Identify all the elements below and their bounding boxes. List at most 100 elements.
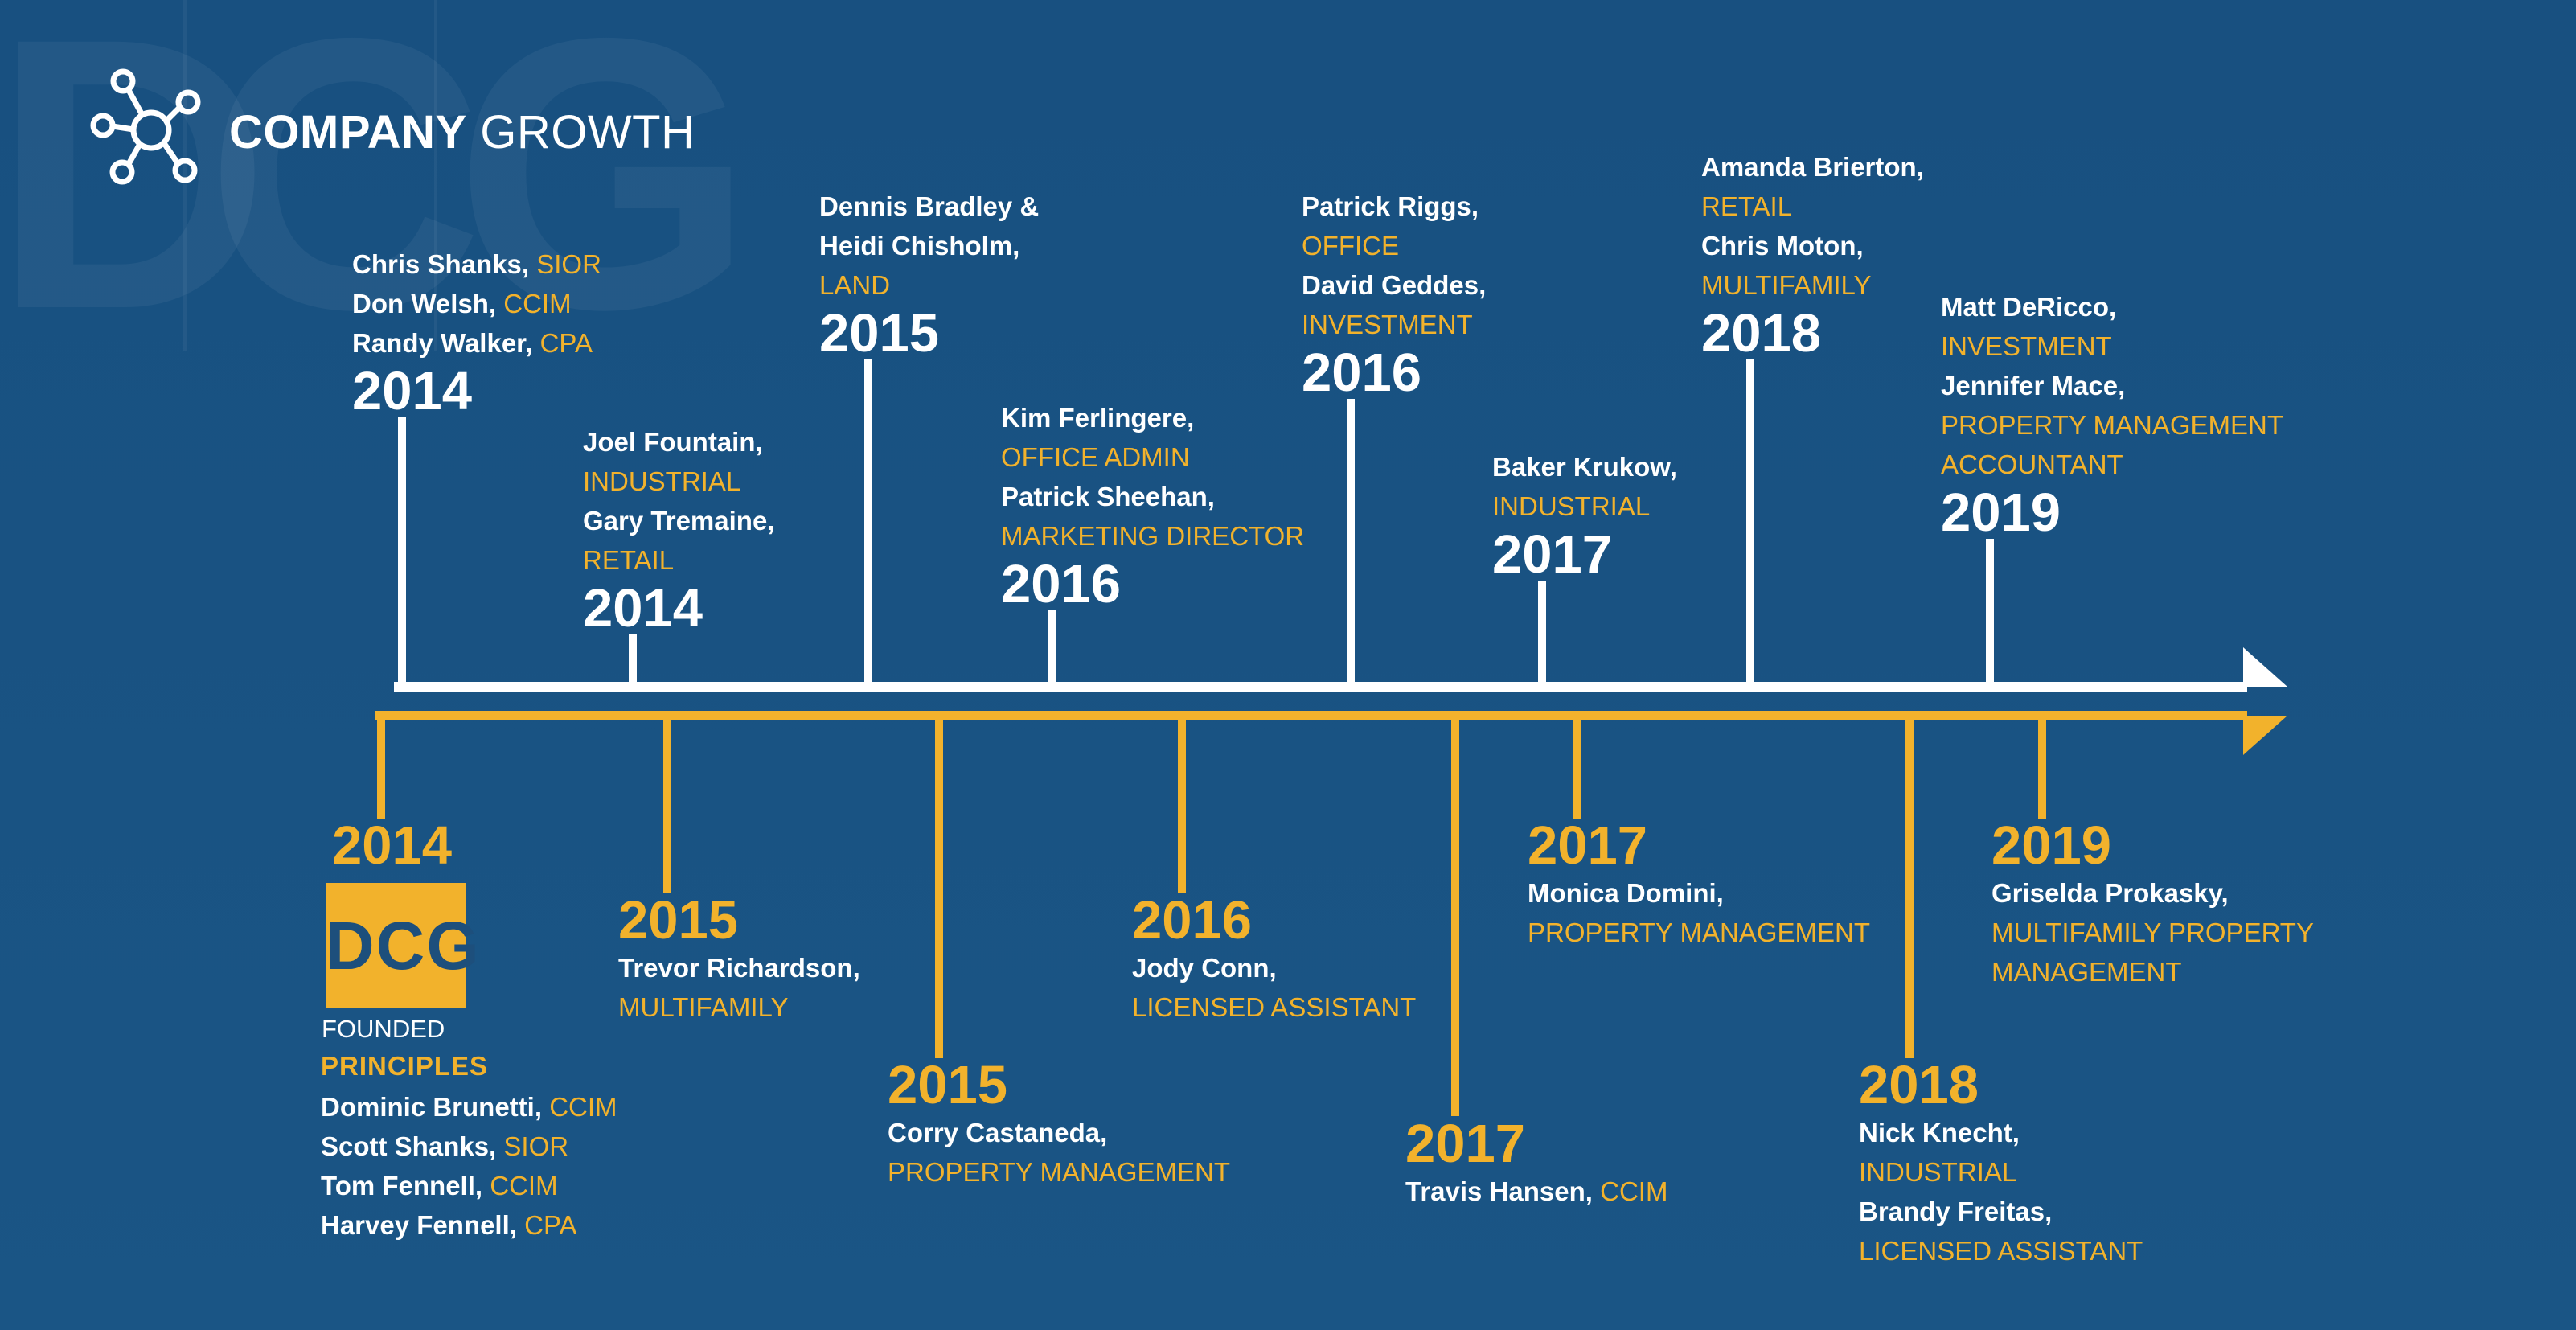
person-role: INDUSTRIAL <box>1859 1157 2017 1187</box>
person-role: INDUSTRIAL <box>1492 491 1651 521</box>
person-role: MULTIFAMILY <box>1701 270 1872 300</box>
person-role: RETAIL <box>583 545 675 575</box>
person-role: LICENSED ASSISTANT <box>1132 992 1417 1022</box>
person-role: CCIM <box>1600 1176 1668 1206</box>
person-name: Jody Conn, <box>1132 953 1277 983</box>
milestone-year: 2018 <box>1701 303 1822 363</box>
milestone-top: Amanda Brierton, RETAIL Chris Moton, MULTIF… <box>1701 147 1924 363</box>
person-role: MULTIFAMILY PROPERTY <box>1991 917 2314 947</box>
person-name: Randy Walker, <box>352 328 533 358</box>
person-line: Harvey Fennell, CPA <box>321 1205 617 1245</box>
milestone-top: Kim Ferlingere, OFFICE ADMIN Patrick Sheeh… <box>1001 398 1304 614</box>
milestone-year: 2015 <box>618 890 739 950</box>
milestone-bottom: Travis Hansen, CCIM <box>1405 1172 1667 1211</box>
person-name: Gary Tremaine, <box>583 506 775 536</box>
person-name: Nick Knecht, <box>1859 1118 2020 1147</box>
person-name: Griselda Prokasky, <box>1991 878 2229 908</box>
watermark-divider <box>434 0 437 351</box>
person-line: Don Welsh, CCIM <box>352 284 601 323</box>
milestone-bottom: Griselda Prokasky, MULTIFAMILY PROPERTY MA… <box>1991 873 2314 991</box>
person-name: Jennifer Mace, <box>1941 371 2126 400</box>
person-role: RETAIL <box>1701 191 1793 221</box>
person-role: INDUSTRIAL <box>583 466 741 496</box>
person-name: Chris Moton, <box>1701 231 1864 261</box>
person-role: INVESTMENT <box>1941 331 2112 361</box>
milestone-year: 2014 <box>583 578 703 638</box>
person-role: PROPERTY MANAGEMENT <box>1941 410 2284 440</box>
milestone-year: 2019 <box>1941 482 2061 543</box>
milestone-top: Baker Krukow, INDUSTRIAL 2017 <box>1492 447 1677 584</box>
person-role: OFFICE ADMIN <box>1001 442 1190 472</box>
person-name: Chris Shanks, <box>352 249 530 279</box>
person-name: Dominic Brunetti, <box>321 1092 543 1122</box>
person-name: Heidi Chisholm, <box>819 231 1020 261</box>
milestone-bottom: Corry Castaneda, PROPERTY MANAGEMENT <box>888 1113 1230 1192</box>
person-role: PROPERTY MANAGEMENT <box>1528 917 1871 947</box>
network-hub-icon <box>90 68 201 185</box>
bottom-timeline-arrow <box>2243 716 2287 755</box>
person-name: Scott Shanks, <box>321 1131 497 1161</box>
title-strong: COMPANY <box>229 106 467 158</box>
milestone-year: 2015 <box>888 1055 1008 1115</box>
milestone-year: 2014 <box>332 815 453 876</box>
top-timeline-arrow <box>2243 647 2287 687</box>
watermark-letter-g: G <box>454 0 755 389</box>
person-role: CCIM <box>503 289 572 318</box>
person-name: Baker Krukow, <box>1492 452 1677 482</box>
person-role: PROPERTY MANAGEMENT <box>888 1157 1231 1187</box>
person-name: Amanda Brierton, <box>1701 152 1924 182</box>
milestone-year: 2019 <box>1991 815 2112 876</box>
milestone-bottom: Nick Knecht, INDUSTRIAL Brandy Freitas, LIC… <box>1859 1113 2143 1270</box>
milestone-bottom: Jody Conn, LICENSED ASSISTANT <box>1132 948 1416 1027</box>
milestone-year: 2017 <box>1405 1114 1526 1174</box>
person-name: Tom Fennell, <box>321 1171 483 1201</box>
milestone-year: 2018 <box>1859 1055 1979 1115</box>
milestone-bottom: Dominic Brunetti, CCIM Scott Shanks, SIOR… <box>321 1087 617 1245</box>
person-name: Trevor Richardson, <box>618 953 860 983</box>
person-name: Corry Castaneda, <box>888 1118 1108 1147</box>
person-role: INVESTMENT <box>1302 310 1473 339</box>
person-role: SIOR <box>503 1131 569 1161</box>
person-name: Matt DeRicco, <box>1941 292 2117 322</box>
person-line: Dominic Brunetti, CCIM <box>321 1087 617 1127</box>
person-role: SIOR <box>536 249 601 279</box>
person-name: Monica Domini, <box>1528 878 1724 908</box>
watermark-letter-c: C <box>205 0 484 389</box>
person-line: Chris Shanks, SIOR <box>352 244 601 284</box>
person-role: CCIM <box>549 1092 617 1122</box>
person-name: Travis Hansen, <box>1405 1176 1593 1206</box>
person-role: LAND <box>819 270 891 300</box>
person-name: Patrick Sheehan, <box>1001 482 1215 511</box>
milestone-year: 2016 <box>1132 890 1253 950</box>
person-role: OFFICE <box>1302 231 1399 261</box>
dcg-logo: DCG <box>326 883 481 1008</box>
milestone-year: 2015 <box>819 303 940 363</box>
person-role: MULTIFAMILY <box>618 992 789 1022</box>
person-role: CPA <box>524 1210 577 1240</box>
person-name: Harvey Fennell, <box>321 1210 517 1240</box>
milestone-year: 2016 <box>1001 554 1122 614</box>
title-light: GROWTH <box>480 106 695 158</box>
logo-text: DCG <box>326 908 481 983</box>
person-name: Brandy Freitas, <box>1859 1197 2053 1226</box>
milestone-year: 2014 <box>352 361 473 421</box>
person-line: Scott Shanks, SIOR <box>321 1127 617 1166</box>
milestone-top: Matt DeRicco, INVESTMENT Jennifer Mace, PRO… <box>1941 287 2283 542</box>
milestone-top: Patrick Riggs, OFFICE David Geddes, INVESTM… <box>1302 187 1486 402</box>
page-title: COMPANY GROWTH <box>229 105 695 161</box>
person-line: Travis Hansen, CCIM <box>1405 1172 1667 1211</box>
milestone-top: Dennis Bradley & Heidi Chisholm, LAND 2015 <box>819 187 1039 363</box>
person-name: David Geddes, <box>1302 270 1487 300</box>
person-role: ACCOUNTANT <box>1941 449 2123 479</box>
person-name: Don Welsh, <box>352 289 497 318</box>
watermark-divider <box>183 0 187 351</box>
principles-label: PRINCIPLES <box>321 1051 489 1081</box>
milestone-top: Joel Fountain, INDUSTRIAL Gary Tremaine, RE… <box>583 422 774 638</box>
person-name: Patrick Riggs, <box>1302 191 1479 221</box>
milestone-year: 2017 <box>1528 815 1648 876</box>
watermark-letter-d: D <box>0 0 271 389</box>
milestone-bottom: Trevor Richardson, MULTIFAMILY <box>618 948 860 1027</box>
person-name: Dennis Bradley & <box>819 191 1040 221</box>
